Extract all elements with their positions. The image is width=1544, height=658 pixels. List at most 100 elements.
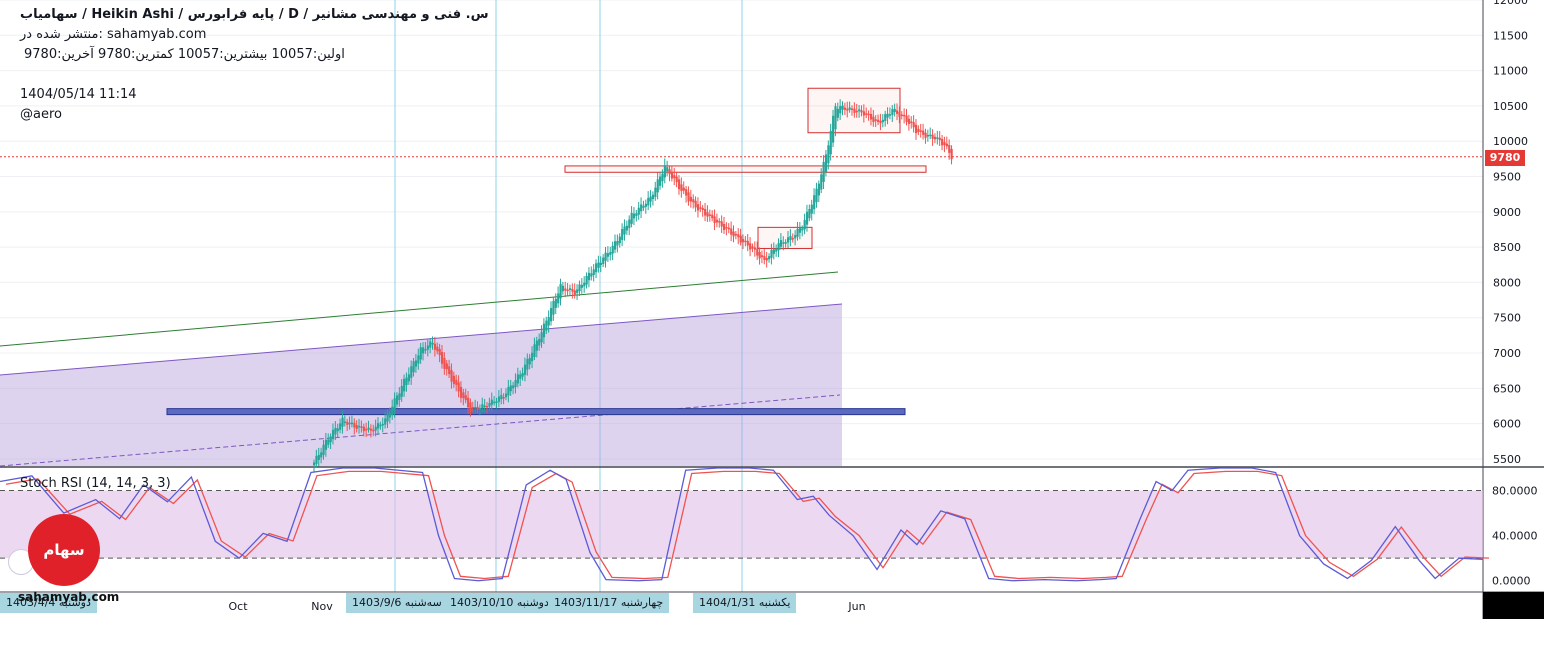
candle-body	[346, 421, 349, 425]
candle-body	[545, 320, 548, 331]
candle-body	[391, 406, 394, 416]
candle-body	[907, 118, 911, 124]
date-tag-5: 1404/1/31 یکشنبه	[693, 593, 797, 613]
candle-body	[625, 225, 629, 231]
candle-body	[896, 110, 899, 114]
candle-body	[886, 113, 889, 118]
candle-body	[580, 284, 584, 288]
candle-body	[950, 148, 953, 160]
price-tick-label: 10500	[1493, 100, 1528, 113]
candle-body	[682, 187, 685, 191]
candle-body	[843, 107, 847, 110]
candle-body	[329, 436, 332, 443]
candle-body	[315, 455, 318, 464]
candle-body	[313, 462, 316, 466]
indicator-title[interactable]: Stoch RSI (14, 14, 3, 3)	[20, 476, 171, 491]
candle-body	[865, 113, 868, 115]
candle-body	[910, 121, 913, 124]
date-tag-3: 1403/10/10 دوشنبه	[444, 593, 555, 613]
chart-canvas[interactable]: 5500 6000 6500 7000 7500 8000 8500 9000 9500 1000…	[0, 0, 1544, 619]
watermark-site: sahamyab.com	[18, 590, 120, 604]
candle-body	[914, 124, 918, 134]
publish-datetime: 1404/05/14 11:14	[20, 87, 137, 102]
rsi-band-fill	[0, 490, 1483, 559]
candle-body	[673, 175, 676, 179]
price-tick-label: 8500	[1493, 241, 1521, 254]
candle-body	[414, 360, 418, 367]
candle-body	[571, 289, 574, 292]
candle-body	[758, 252, 761, 259]
candle-body	[805, 211, 809, 225]
candle-body	[426, 345, 429, 350]
price-tick-label: 10000	[1493, 135, 1528, 148]
candle-body	[753, 247, 757, 250]
candle-body	[888, 114, 892, 116]
candle-body	[339, 423, 342, 430]
candle-body	[720, 221, 723, 227]
rsi-tick-label: 80.0000	[1492, 485, 1538, 498]
candle-body	[322, 444, 325, 455]
candle-body	[718, 221, 721, 223]
candle-body	[744, 240, 747, 243]
rsi-tick-label: 0.0000	[1492, 575, 1531, 588]
candle-body	[829, 130, 832, 155]
candle-body	[568, 288, 572, 290]
candle-body	[789, 236, 792, 240]
last-price-label: 9780	[1485, 150, 1525, 166]
candle-body	[900, 114, 903, 117]
candle-body	[602, 257, 605, 264]
candle-body	[604, 252, 607, 261]
candle-body	[540, 332, 543, 343]
price-tick-label: 8000	[1493, 276, 1521, 289]
candle-body	[502, 397, 505, 399]
candle-body	[476, 406, 479, 410]
candle-body	[836, 108, 839, 118]
candle-body	[433, 343, 437, 350]
candle-body	[938, 137, 941, 141]
candle-body	[637, 207, 640, 215]
candle-body	[381, 423, 384, 426]
candle-body	[557, 293, 560, 304]
candle-body	[644, 203, 647, 207]
candle-body	[609, 252, 612, 255]
candle-body	[410, 366, 413, 378]
candle-body	[621, 229, 624, 240]
candle-body	[782, 242, 785, 244]
candle-body	[559, 284, 562, 299]
candle-body	[495, 401, 498, 404]
candle-body	[917, 128, 920, 132]
candle-body	[467, 397, 470, 408]
candle-body	[706, 212, 709, 217]
candle-body	[893, 108, 896, 113]
candle-body	[369, 428, 373, 431]
candle-body	[640, 204, 643, 212]
chart-title: سهامیاب / Heikin Ashi / پایه فرابورس / D…	[20, 7, 489, 22]
candle-body	[694, 200, 697, 208]
candle-body	[417, 355, 420, 364]
candle-body	[561, 285, 565, 292]
candle-body	[768, 256, 771, 260]
candle-body	[393, 398, 396, 411]
candle-body	[872, 116, 875, 123]
candle-body	[350, 422, 354, 425]
candle-body	[587, 272, 591, 281]
candle-body	[355, 425, 358, 429]
candle-body	[365, 428, 368, 431]
candle-body	[675, 176, 678, 183]
candle-body	[507, 386, 510, 396]
candle-body	[715, 219, 719, 223]
candle-body	[749, 243, 752, 250]
candle-body	[725, 226, 728, 229]
candle-body	[462, 392, 465, 399]
candle-body	[521, 372, 524, 377]
candle-body	[765, 258, 768, 261]
candle-body	[360, 426, 363, 428]
channel-upper	[0, 303, 843, 376]
author-handle: @aero	[20, 107, 62, 122]
time-tick-label: Nov	[311, 600, 333, 613]
candle-body	[855, 110, 858, 113]
candle-body	[471, 406, 474, 409]
candle-body	[362, 426, 365, 432]
candle-body	[481, 404, 484, 409]
price-tick-label: 7500	[1493, 312, 1521, 325]
